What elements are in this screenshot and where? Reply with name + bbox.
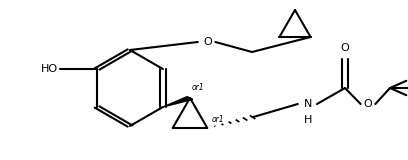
Text: HO: HO	[41, 64, 58, 74]
Polygon shape	[163, 97, 193, 107]
Text: N: N	[304, 99, 312, 109]
Text: O: O	[364, 99, 373, 109]
Text: or1: or1	[192, 83, 205, 92]
Text: H: H	[304, 115, 312, 125]
Text: O: O	[341, 43, 349, 53]
Text: or1: or1	[211, 115, 224, 124]
Text: O: O	[204, 37, 213, 47]
